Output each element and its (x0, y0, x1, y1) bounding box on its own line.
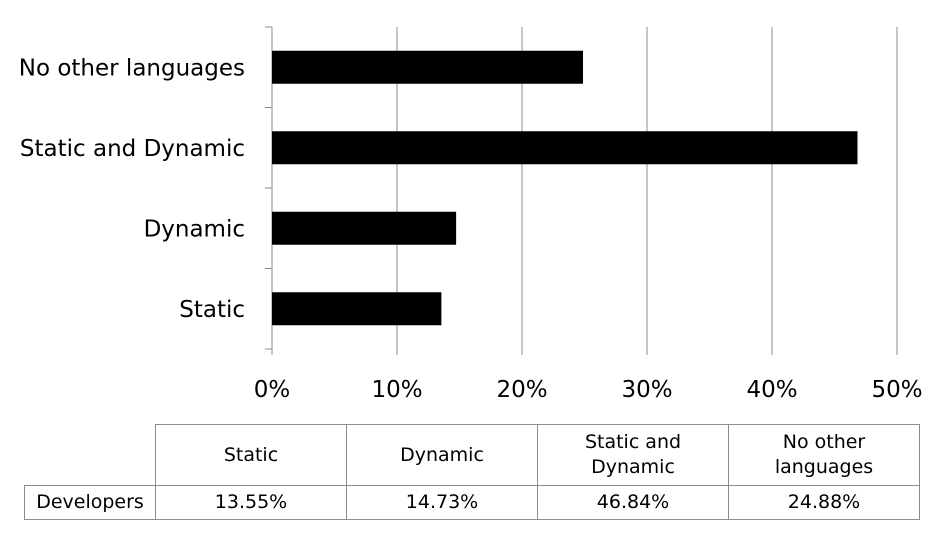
table-header-no-other-languages-line2: languages (774, 456, 874, 478)
table-header-static: Static (155, 424, 347, 486)
bar-static-and-dynamic (272, 131, 858, 165)
table-header-static-and-dynamic: Static and Dynamic (537, 424, 729, 486)
x-tick-label: 40% (746, 377, 797, 403)
table-header-row: Static Dynamic Static and Dynamic No oth… (24, 424, 920, 486)
table-cell-no-other-languages: 24.88% (728, 485, 920, 520)
table-cell-dynamic: 14.73% (346, 485, 538, 520)
x-tick-label: 0% (254, 377, 291, 403)
category-label: Static and Dynamic (20, 136, 245, 162)
x-tick-label: 20% (496, 377, 547, 403)
bar-static (272, 292, 442, 326)
table-row-label: Developers (24, 485, 156, 520)
category-label: Dynamic (144, 216, 245, 242)
x-tick-label: 30% (621, 377, 672, 403)
table-header-no-other-languages-line1: No other (782, 431, 866, 454)
table-corner-cell (24, 424, 156, 486)
table-cell-static-and-dynamic: 46.84% (537, 485, 729, 520)
category-label: No other languages (19, 55, 245, 81)
table-cell-static: 13.55% (155, 485, 347, 520)
data-table: Static Dynamic Static and Dynamic No oth… (24, 424, 920, 520)
table-row: Developers 13.55% 14.73% 46.84% 24.88% (24, 485, 920, 520)
table-header-no-other-languages: No other languages (728, 424, 920, 486)
category-label: Static (179, 297, 245, 323)
x-tick-label: 50% (871, 377, 922, 403)
table-header-dynamic: Dynamic (346, 424, 538, 486)
x-tick-label: 10% (371, 377, 422, 403)
table-header-static-and-dynamic-line2: Dynamic (591, 456, 675, 478)
bar-dynamic (272, 211, 457, 245)
table-header-static-and-dynamic-line1: Static and (584, 431, 682, 454)
bar-chart: 0% 10% 20% 30% 40% 50% Static Dynamic Static and… (19, 26, 923, 403)
bar-no-other-languages (272, 50, 583, 84)
